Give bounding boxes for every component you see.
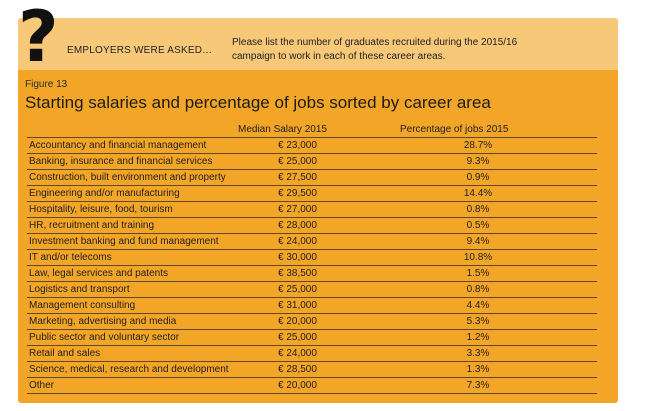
employers-asked-label: EMPLOYERS WERE ASKED…	[67, 45, 213, 56]
career-area-cell: Construction, built environment and prop…	[29, 172, 226, 183]
question-mark-icon: ?	[18, 0, 59, 78]
survey-question-line: campaign to work in each of these career…	[232, 51, 446, 62]
table-row: Investment banking and fund management € …	[27, 234, 597, 250]
career-area-cell: Banking, insurance and financial service…	[29, 156, 213, 167]
jobs-percentage-cell: 0.5%	[466, 220, 490, 231]
career-area-cell: Logistics and transport	[29, 284, 130, 295]
jobs-percentage-cell: 4.4%	[466, 300, 490, 311]
career-area-cell: Other	[29, 380, 55, 391]
table-row: Logistics and transport € 25,000 0.8%	[27, 282, 597, 298]
jobs-percentage-cell: 1.3%	[466, 364, 490, 375]
table-row: Science, medical, research and developme…	[27, 362, 597, 378]
career-area-cell: Accountancy and financial management	[29, 140, 207, 151]
survey-question-line: Please list the number of graduates recr…	[232, 37, 518, 48]
table-row: Banking, insurance and financial service…	[27, 154, 597, 170]
jobs-percentage-cell: 9.3%	[466, 156, 490, 167]
median-salary-cell: € 25,000	[278, 156, 317, 167]
question-panel	[18, 18, 618, 70]
median-salary-cell: € 38,500	[278, 268, 317, 279]
jobs-percentage-cell: 1.2%	[466, 332, 490, 343]
median-salary-cell: € 25,000	[278, 284, 317, 295]
median-salary-cell: € 23,000	[278, 140, 317, 151]
salary-table: Accountancy and financial management € 23…	[27, 137, 597, 394]
table-row: Accountancy and financial management € 23…	[27, 138, 597, 154]
column-header-jobs: Percentage of jobs 2015	[400, 124, 509, 135]
jobs-percentage-cell: 14.4%	[463, 188, 493, 199]
career-area-cell: Law, legal services and patents	[29, 268, 168, 279]
career-area-cell: IT and/or telecoms	[29, 252, 112, 263]
career-area-cell: Science, medical, research and developme…	[29, 364, 229, 375]
table-row: HR, recruitment and training € 28,000 0.5%	[27, 218, 597, 234]
jobs-percentage-cell: 0.8%	[466, 204, 490, 215]
median-salary-cell: € 24,000	[278, 236, 317, 247]
career-area-cell: Public sector and voluntary sector	[29, 332, 180, 343]
median-salary-cell: € 20,000	[278, 380, 317, 391]
table-row: Public sector and voluntary sector € 25,0…	[27, 330, 597, 346]
figure-panel	[18, 70, 618, 403]
jobs-percentage-cell: 9.4%	[466, 236, 490, 247]
median-salary-cell: € 28,000	[278, 220, 317, 231]
table-row: Other € 20,000 7.3%	[27, 378, 597, 394]
column-header-salary: Median Salary 2015	[238, 124, 327, 135]
jobs-percentage-cell: 5.3%	[466, 316, 490, 327]
median-salary-cell: € 28,500	[278, 364, 317, 375]
career-area-cell: Investment banking and fund management	[29, 236, 219, 247]
jobs-percentage-cell: 28.7%	[463, 140, 493, 151]
figure-title: Starting salaries and percentage of jobs…	[25, 93, 491, 112]
career-area-cell: HR, recruitment and training	[29, 220, 155, 231]
table-row: Hospitality, leisure, food, tourism € 27,…	[27, 202, 597, 218]
jobs-percentage-cell: 1.5%	[466, 268, 490, 279]
median-salary-cell: € 27,500	[278, 172, 317, 183]
career-area-cell: Hospitality, leisure, food, tourism	[29, 204, 173, 215]
jobs-percentage-cell: 0.8%	[466, 284, 490, 295]
median-salary-cell: € 20,000	[278, 316, 317, 327]
median-salary-cell: € 31,000	[278, 300, 317, 311]
median-salary-cell: € 29,500	[278, 188, 317, 199]
table-row: Engineering and/or manufacturing € 29,500…	[27, 186, 597, 202]
median-salary-cell: € 24,000	[278, 348, 317, 359]
table-row: Retail and sales € 24,000 3.3%	[27, 346, 597, 362]
figure-label: Figure 13	[25, 79, 68, 90]
table-row: IT and/or telecoms € 30,000 10.8%	[27, 250, 597, 266]
table-row: Management consulting € 31,000 4.4%	[27, 298, 597, 314]
jobs-percentage-cell: 3.3%	[466, 348, 490, 359]
table-row: Marketing, advertising and media € 20,000…	[27, 314, 597, 330]
table-row: Construction, built environment and prop…	[27, 170, 597, 186]
median-salary-cell: € 27,000	[278, 204, 317, 215]
survey-question: Please list the number of graduates recr…	[232, 36, 592, 64]
median-salary-cell: € 25,000	[278, 332, 317, 343]
career-area-cell: Engineering and/or manufacturing	[29, 188, 180, 199]
table-row: Law, legal services and patents € 38,500 1…	[27, 266, 597, 282]
career-area-cell: Retail and sales	[29, 348, 101, 359]
jobs-percentage-cell: 0.9%	[466, 172, 490, 183]
jobs-percentage-cell: 7.3%	[466, 380, 490, 391]
career-area-cell: Marketing, advertising and media	[29, 316, 177, 327]
jobs-percentage-cell: 10.8%	[463, 252, 493, 263]
career-area-cell: Management consulting	[29, 300, 136, 311]
median-salary-cell: € 30,000	[278, 252, 317, 263]
